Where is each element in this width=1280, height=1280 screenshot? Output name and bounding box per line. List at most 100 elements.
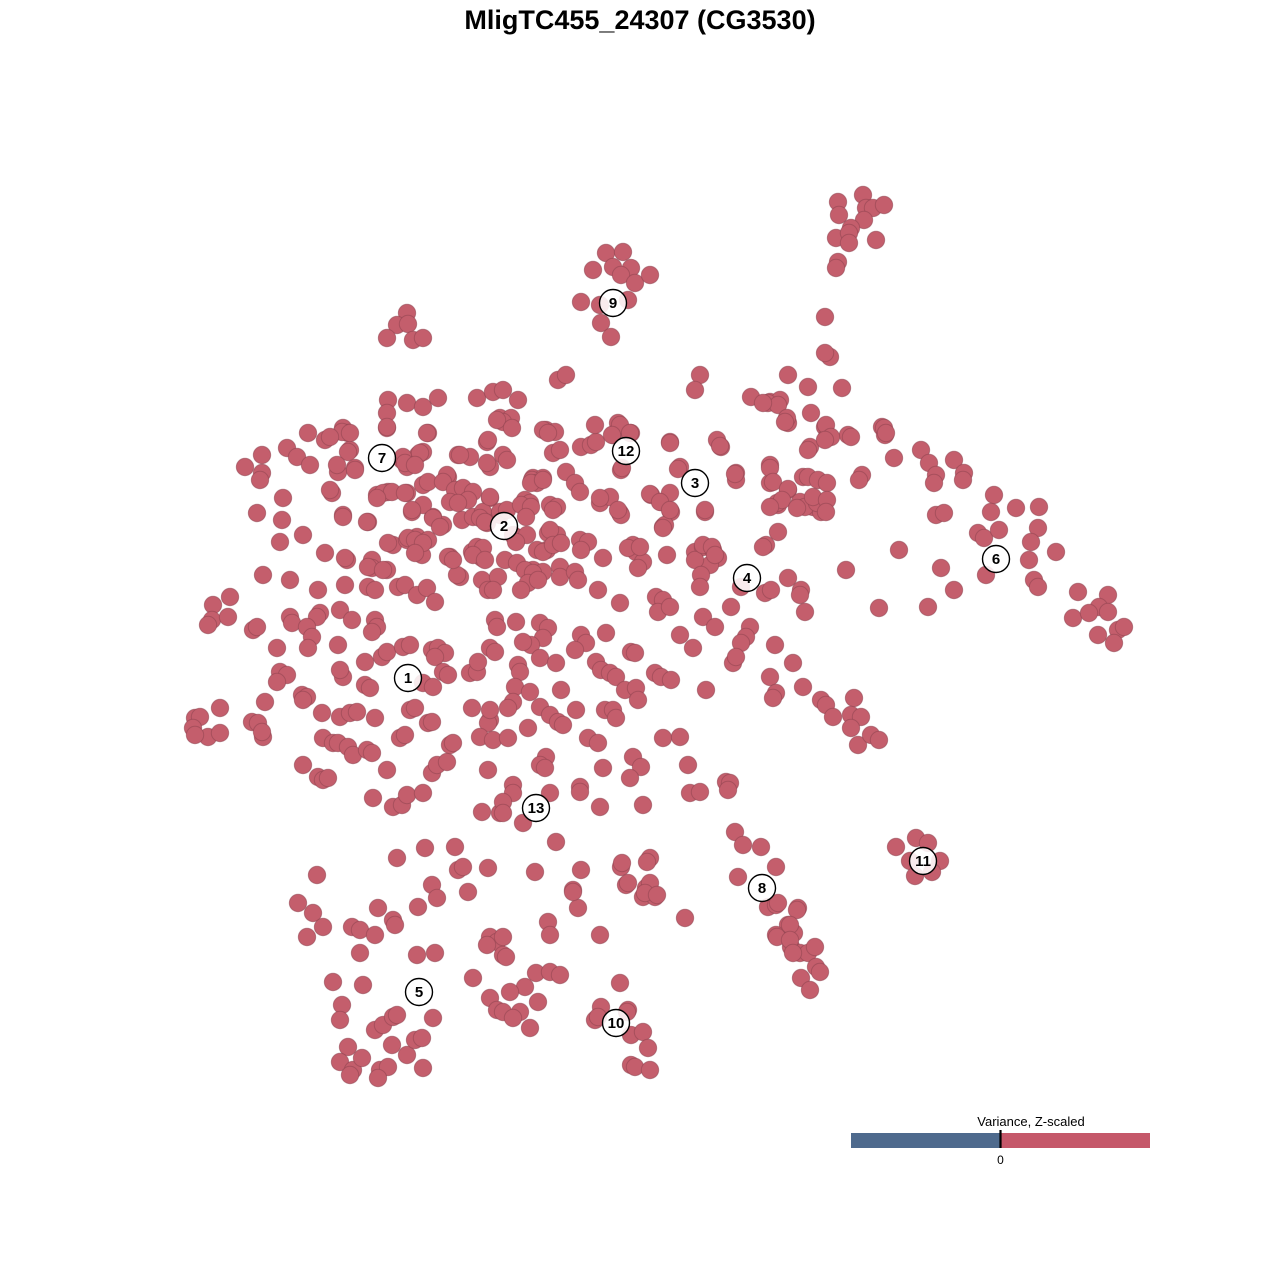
- data-point: [1046, 542, 1066, 562]
- cluster-label-circle: [611, 436, 641, 466]
- data-point: [705, 545, 725, 565]
- data-point: [340, 1065, 360, 1085]
- data-point: [320, 427, 340, 447]
- data-point: [726, 647, 746, 667]
- data-point: [487, 410, 507, 430]
- legend: Variance, Z-scaled 0: [851, 1114, 1150, 1167]
- data-point: [1029, 497, 1049, 517]
- data-point: [790, 585, 810, 605]
- data-point: [423, 1008, 443, 1028]
- data-point: [397, 1045, 417, 1065]
- data-point: [503, 1008, 523, 1028]
- cluster-label-circle: [598, 288, 628, 318]
- data-point: [551, 680, 571, 700]
- data-point: [546, 832, 566, 852]
- data-point: [528, 570, 548, 590]
- data-point: [766, 857, 786, 877]
- data-point: [606, 708, 626, 728]
- data-point: [525, 862, 545, 882]
- data-point: [826, 258, 846, 278]
- data-point: [458, 882, 478, 902]
- data-point: [1098, 602, 1118, 622]
- data-point: [841, 427, 861, 447]
- data-point: [795, 602, 815, 622]
- data-point: [546, 653, 566, 673]
- data-point: [611, 265, 631, 285]
- cluster-label-number: 4: [743, 570, 752, 587]
- data-point: [252, 722, 272, 742]
- data-point: [533, 470, 553, 490]
- cluster-label-4: 4: [732, 563, 762, 593]
- data-point: [417, 578, 437, 598]
- data-point: [428, 388, 448, 408]
- cluster-label-13: 13: [521, 793, 551, 823]
- data-point: [368, 1068, 388, 1088]
- data-point: [338, 442, 358, 462]
- data-point: [198, 615, 218, 635]
- cluster-label-number: 12: [618, 443, 635, 460]
- data-point: [511, 580, 531, 600]
- data-point: [1068, 582, 1088, 602]
- data-point: [395, 483, 415, 503]
- data-point: [585, 415, 605, 435]
- data-point: [660, 597, 680, 617]
- data-point: [417, 423, 437, 443]
- data-point: [610, 593, 630, 613]
- data-point: [841, 718, 861, 738]
- data-point: [989, 520, 1009, 540]
- scatter-points-layer: [183, 185, 1134, 1088]
- data-point: [405, 698, 425, 718]
- data-point: [613, 242, 633, 262]
- data-point: [293, 755, 313, 775]
- data-point: [610, 973, 630, 993]
- data-point: [293, 525, 313, 545]
- data-point: [1021, 532, 1041, 552]
- data-point: [300, 455, 320, 475]
- data-point: [280, 570, 300, 590]
- data-point: [480, 700, 500, 720]
- data-point: [472, 802, 492, 822]
- cluster-label-6: 6: [981, 544, 1011, 574]
- data-point: [760, 497, 780, 517]
- data-point: [815, 430, 835, 450]
- data-point: [412, 1028, 432, 1048]
- data-point: [753, 393, 773, 413]
- data-point: [869, 730, 889, 750]
- data-point: [683, 638, 703, 658]
- data-point: [378, 533, 398, 553]
- data-point: [235, 457, 255, 477]
- data-point: [768, 893, 788, 913]
- cluster-label-circle: [367, 443, 397, 473]
- data-point: [568, 570, 588, 590]
- data-point: [696, 680, 716, 700]
- data-point: [288, 893, 308, 913]
- data-point: [298, 638, 318, 658]
- data-point: [328, 635, 348, 655]
- cluster-label-circle: [404, 977, 434, 1007]
- data-point: [210, 723, 230, 743]
- data-point: [783, 653, 803, 673]
- cluster-label-circle: [732, 563, 762, 593]
- data-point: [438, 665, 458, 685]
- data-point: [625, 1057, 645, 1077]
- data-point: [362, 743, 382, 763]
- cluster-label-11: 11: [908, 846, 938, 876]
- data-point: [513, 632, 533, 652]
- data-point: [368, 898, 388, 918]
- data-point: [308, 580, 328, 600]
- data-point: [385, 915, 405, 935]
- data-point: [397, 785, 417, 805]
- data-point: [670, 727, 690, 747]
- data-point: [710, 436, 730, 456]
- cluster-label-circle: [521, 793, 551, 823]
- data-point: [593, 548, 613, 568]
- data-point: [721, 597, 741, 617]
- data-point: [250, 470, 270, 490]
- data-point: [810, 962, 830, 982]
- data-point: [751, 837, 771, 857]
- data-point: [252, 445, 272, 465]
- data-point: [358, 557, 378, 577]
- legend-bar-negative: [851, 1133, 1001, 1148]
- cluster-label-10: 10: [601, 1008, 631, 1038]
